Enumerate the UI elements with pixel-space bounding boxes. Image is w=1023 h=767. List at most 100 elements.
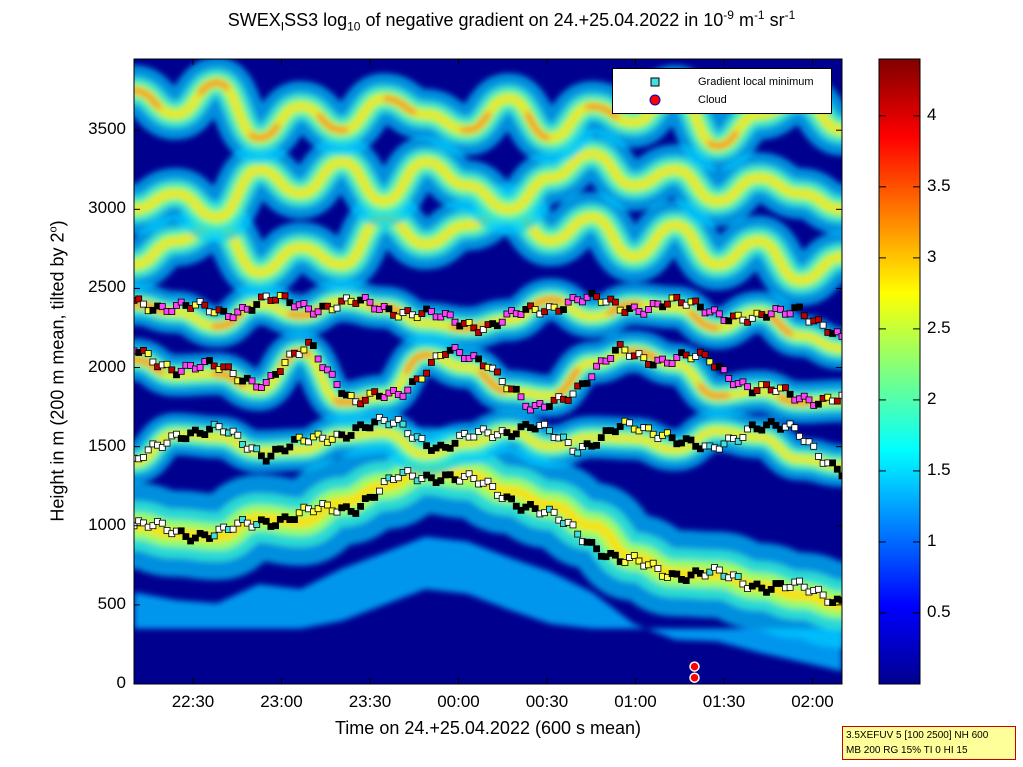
gradient-minimum-marker (829, 459, 836, 467)
gradient-minimum-marker (744, 318, 751, 326)
gradient-minimum-marker (583, 293, 591, 301)
gradient-minimum-marker (423, 442, 431, 450)
gradient-minimum-marker (149, 522, 157, 530)
gradient-minimum-marker (767, 418, 775, 425)
gradient-minimum-marker (437, 477, 445, 485)
gradient-minimum-marker (668, 360, 676, 368)
gradient-minimum-marker (470, 475, 478, 483)
gradient-minimum-marker (489, 364, 497, 372)
gradient-minimum-marker (418, 310, 426, 318)
gradient-minimum-marker (281, 447, 289, 455)
title-superscript: -1 (784, 8, 796, 22)
gradient-minimum-marker (267, 452, 275, 460)
gradient-minimum-marker (361, 294, 369, 301)
gradient-minimum-marker (399, 392, 407, 400)
gradient-minimum-marker (593, 293, 600, 301)
gradient-minimum-marker (390, 419, 398, 427)
colorbar-ticks (879, 115, 920, 614)
gradient-minimum-marker (701, 351, 709, 359)
gradient-minimum-marker (517, 311, 525, 318)
gradient-minimum-marker (149, 358, 157, 366)
gradient-minimum-marker (328, 370, 336, 378)
gradient-minimum-marker (493, 322, 501, 330)
gradient-minimum-marker (465, 470, 473, 478)
gradient-minimum-marker (144, 350, 152, 357)
gradient-minimum-marker (800, 312, 808, 320)
gradient-minimum-marker (187, 361, 195, 369)
gradient-minimum-marker (791, 424, 799, 432)
gradient-minimum-marker (574, 449, 582, 457)
gradient-minimum-marker (564, 439, 572, 447)
gradient-minimum-marker (295, 351, 303, 358)
gradient-minimum-marker (281, 292, 289, 300)
gradient-minimum-marker (394, 313, 402, 321)
gradient-minimum-marker (649, 430, 657, 438)
heat-band-core (134, 79, 842, 150)
gradient-minimum-marker (262, 517, 270, 525)
gradient-minimum-marker (555, 516, 563, 524)
gradient-minimum-marker (682, 351, 690, 359)
gradient-minimum-marker (399, 420, 407, 428)
title-subscript: I (280, 19, 285, 34)
info-line: MB 200 RG 15% TI 0 HI 15 (846, 745, 968, 756)
gradient-minimum-marker (248, 306, 256, 314)
axis-ticks (134, 59, 842, 685)
gradient-minimum-marker (838, 391, 842, 399)
gradient-minimum-marker (503, 429, 511, 437)
gradient-minimum-marker (239, 440, 247, 448)
gradient-minimum-marker (715, 566, 723, 574)
gradient-minimum-marker (163, 360, 171, 368)
gradient-minimum-marker (564, 298, 572, 306)
gradient-minimum-marker (168, 308, 176, 315)
gradient-minimum-marker (390, 386, 398, 394)
gradient-minimum-marker (295, 433, 303, 441)
gradient-minimum-marker (446, 444, 454, 452)
gradient-minimum-marker (427, 307, 435, 315)
gradient-minimum-marker (527, 302, 534, 310)
gradient-minimum-marker (588, 373, 596, 381)
gradient-minimum-marker (796, 432, 803, 440)
gradient-minimum-marker (805, 438, 813, 446)
gradient-minimum-marker (493, 431, 501, 439)
gradient-minimum-marker (744, 425, 751, 433)
gradient-minimum-marker (541, 509, 548, 517)
gradient-minimum-marker (517, 393, 525, 401)
gradient-minimum-marker (588, 539, 596, 546)
y-tick-label: 1500 (88, 435, 126, 455)
gradient-minimum-marker (772, 421, 780, 429)
gradient-minimum-marker (692, 352, 700, 360)
gradient-minimum-marker (239, 516, 247, 523)
gradient-minimum-marker (191, 534, 199, 542)
gradient-minimum-marker (272, 296, 280, 304)
gradient-minimum-marker (734, 573, 742, 580)
gradient-minimum-marker (725, 317, 733, 325)
gradient-minimum-marker (229, 370, 237, 377)
gradient-minimum-marker (196, 364, 204, 371)
gradient-minimum-marker (375, 487, 383, 495)
y-tick-label: 3500 (88, 119, 126, 139)
gradient-minimum-marker (527, 406, 534, 414)
colorbar-tick-label: 4 (927, 104, 937, 124)
gradient-minimum-marker (734, 311, 742, 319)
gradient-minimum-marker (612, 298, 619, 306)
parameter-info-box: 3.5XEFUV 5 [100 2500] NH 600 MB 200 RG 1… (842, 726, 1016, 760)
gradient-minimum-marker (220, 307, 228, 315)
gradient-minimum-marker (328, 435, 336, 443)
gradient-minimum-marker (498, 378, 506, 386)
gradient-minimum-marker (404, 307, 412, 315)
gradient-minimum-marker (630, 303, 638, 311)
gradient-minimum-marker (758, 584, 766, 592)
legend-label: Gradient local minimum (698, 76, 814, 88)
y-tick-label: 2500 (88, 277, 126, 297)
gradient-minimum-marker (168, 366, 176, 374)
red-circle-icon (649, 94, 661, 106)
gradient-minimum-marker (635, 350, 643, 358)
gradient-minimum-marker (177, 527, 185, 535)
gradient-minimum-marker (560, 306, 567, 314)
gradient-minimum-marker (640, 354, 648, 362)
gradient-minimum-marker (833, 465, 841, 473)
gradient-minimum-marker (531, 505, 539, 513)
gradient-minimum-marker (574, 530, 582, 538)
title-subscript: 10 (347, 19, 361, 34)
gradient-minimum-marker (253, 301, 261, 308)
